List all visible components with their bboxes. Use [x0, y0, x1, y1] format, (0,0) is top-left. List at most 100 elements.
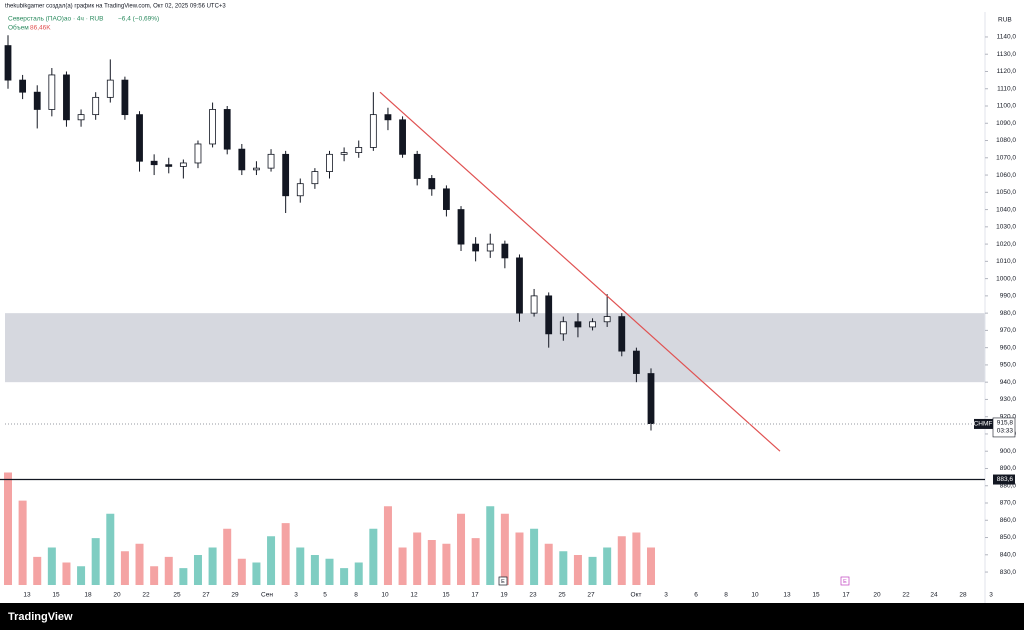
candle-body: [326, 153, 333, 172]
change: −6,4 (−0,69%): [118, 16, 159, 23]
x-tick-label: 6: [694, 592, 698, 599]
candle-body: [179, 162, 187, 167]
candle-body: [618, 316, 626, 352]
volume-bar: [150, 566, 159, 585]
y-tick-label: 1090,0: [996, 120, 1016, 127]
volume-bar: [47, 547, 56, 585]
volume-bar: [135, 543, 144, 585]
volume-bar: [252, 562, 261, 585]
volume-bar: [281, 523, 290, 585]
volume-bar: [237, 558, 246, 585]
x-tick-label: 28: [959, 592, 967, 599]
y-tick-label: 1110,0: [997, 85, 1016, 92]
y-tick-label: 840,0: [1000, 552, 1017, 559]
volume-bar: [106, 513, 115, 585]
candle-body: [559, 321, 567, 335]
event-marker: [840, 576, 850, 586]
candle-body: [545, 295, 553, 335]
y-tick-label: 1120,0: [997, 68, 1017, 75]
candle-body: [457, 209, 465, 245]
volume-bar: [647, 547, 655, 585]
volume-bar: [617, 536, 626, 585]
x-tick-label: 3: [989, 592, 993, 599]
candle-body: [647, 373, 655, 425]
candle-body: [223, 109, 231, 150]
volume-bar: [340, 568, 349, 585]
volume-bar: [164, 556, 173, 585]
y-tick-label: 920,0: [1000, 413, 1017, 420]
y-tick-label: 980,0: [1000, 310, 1017, 317]
candle-body: [19, 79, 27, 93]
volume-bar: [544, 543, 553, 585]
x-tick-label: 8: [354, 592, 358, 599]
symbol-line: Северсталь (ПАО)ао · 4ч · RUB: [8, 16, 103, 23]
event-label: E: [843, 579, 847, 585]
volume-bar: [62, 562, 71, 585]
event-label: E: [501, 579, 505, 585]
candle-body: [632, 350, 640, 374]
candle-body: [4, 45, 12, 81]
volume-bar: [383, 506, 392, 585]
y-tick-label: 860,0: [1000, 517, 1017, 524]
candle-body: [501, 243, 509, 259]
y-tick-label: 1040,0: [996, 206, 1016, 213]
candle-body: [428, 178, 436, 190]
x-tick-label: Окт: [631, 592, 642, 599]
x-tick-label: 12: [410, 592, 418, 599]
volume-bar: [530, 528, 539, 585]
candle-body: [530, 295, 538, 314]
candle-body: [63, 74, 70, 121]
candle-body: [355, 147, 363, 154]
y-tick-label: 940,0: [1000, 379, 1017, 386]
volume-bar: [296, 547, 305, 585]
candle-body: [92, 96, 100, 116]
y-tick-label: 1080,0: [996, 137, 1016, 144]
x-tick-label: 25: [173, 592, 181, 599]
volume-bar: [4, 472, 12, 585]
x-tick-label: Сен: [261, 592, 273, 599]
volume-bar: [632, 532, 641, 585]
y-tick-label: 1070,0: [996, 155, 1016, 162]
x-tick-label: 3: [294, 592, 298, 599]
y-tick-label: 1030,0: [996, 224, 1016, 231]
candle-body: [472, 243, 480, 252]
x-tick-label: 19: [500, 592, 508, 599]
y-tick-label: 830,0: [1000, 569, 1017, 576]
volume-bar: [398, 547, 407, 585]
volume-bar: [18, 500, 27, 585]
volume-bar: [486, 506, 495, 585]
candle-body: [369, 114, 377, 148]
x-tick-label: 3: [664, 592, 668, 599]
x-tick-label: 24: [930, 592, 938, 599]
volume-bar: [369, 528, 378, 585]
candle-body: [48, 74, 56, 110]
volume-bar: [267, 536, 276, 585]
candle-body: [33, 91, 41, 110]
y-tick-label: 970,0: [1000, 327, 1017, 334]
y-tick-label: 930,0: [1000, 396, 1017, 403]
candle-body: [194, 143, 202, 164]
y-tick-label: 900,0: [1000, 448, 1017, 455]
candle-body: [136, 114, 143, 162]
volume-bar: [603, 547, 612, 585]
candle-body: [150, 160, 158, 166]
candle-body: [253, 167, 260, 171]
author-line: thekubikgamer создал(а) график на Tradin…: [5, 4, 226, 10]
x-tick-label: 15: [812, 592, 820, 599]
volume-value: 86,46K: [30, 25, 51, 32]
volume-bar: [91, 538, 100, 585]
y-tick-label: 1100,0: [997, 103, 1017, 110]
candle-body: [267, 153, 275, 169]
brand[interactable]: TradingView: [8, 611, 73, 623]
y-tick-label: 1010,0: [996, 258, 1016, 265]
x-tick-label: 22: [902, 592, 910, 599]
y-tick-label: 990,0: [1000, 293, 1017, 300]
volume-bar: [559, 551, 568, 585]
x-tick-label: 20: [113, 592, 121, 599]
volume-bar: [573, 555, 582, 585]
volume-bar: [588, 556, 597, 585]
x-tick-label: 13: [783, 592, 791, 599]
volume-bar: [354, 562, 363, 585]
